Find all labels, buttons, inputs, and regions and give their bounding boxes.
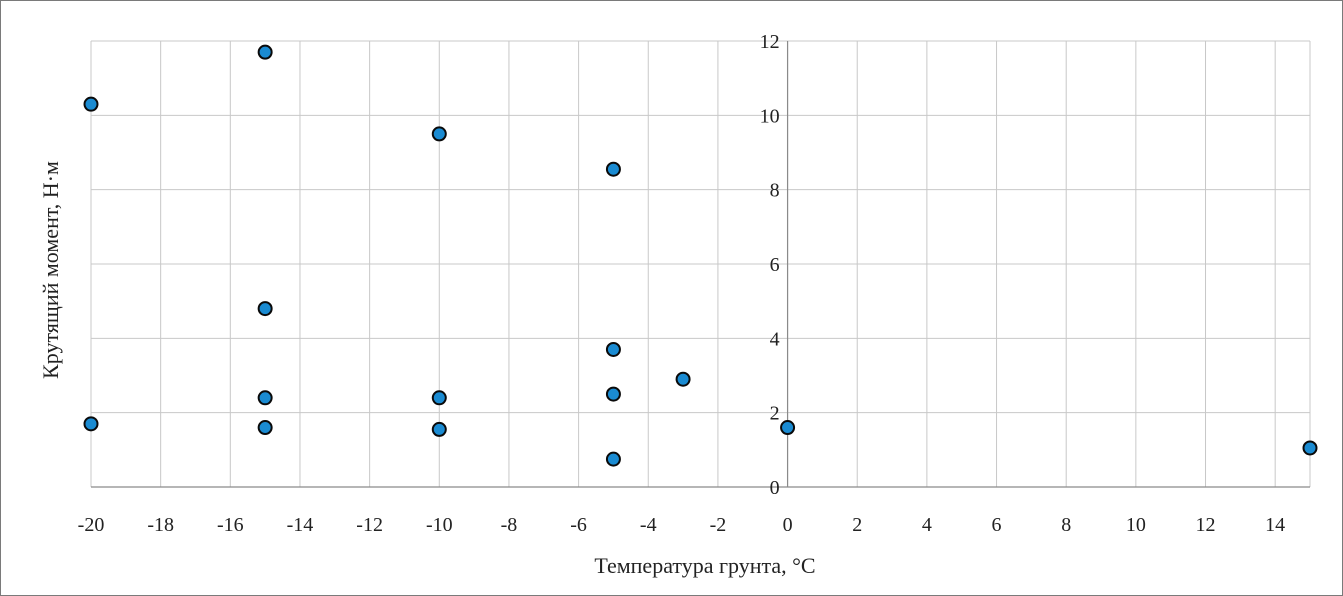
x-tick-label: -4 [640, 514, 657, 536]
x-tick-label: -18 [147, 514, 174, 536]
y-tick-label: 4 [770, 328, 780, 350]
y-tick-label: 6 [770, 254, 780, 276]
x-axis-title: Температура грунта, °C [594, 553, 815, 578]
data-point [257, 301, 273, 317]
data-point [780, 420, 796, 436]
x-tick-label: -14 [287, 514, 314, 536]
axes [91, 41, 1310, 488]
data-point [431, 421, 447, 437]
x-tick-label: 14 [1265, 514, 1285, 536]
data-point [431, 390, 447, 406]
grid-lines [90, 40, 1311, 488]
data-point [431, 126, 447, 142]
x-tick-label: -8 [501, 514, 518, 536]
x-tick-label: -16 [217, 514, 244, 536]
data-point [257, 390, 273, 406]
data-point [675, 371, 691, 387]
x-tick-label: -6 [570, 514, 587, 536]
data-point [605, 161, 621, 177]
x-tick-label: 6 [992, 514, 1002, 536]
y-axis-title: Крутящий момент, Н·м [38, 161, 63, 379]
x-tick-label: 10 [1126, 514, 1146, 536]
x-tick-label: 4 [922, 514, 932, 536]
data-point [605, 451, 621, 467]
x-tick-label: 12 [1196, 514, 1216, 536]
data-point [83, 416, 99, 432]
x-tick-labels: -20 -18 -16 -14 -12 -10 -8 -6 -4 -2 0 2 4 6 8 10 12 14 [78, 514, 1286, 536]
data-point [1302, 440, 1318, 456]
y-tick-labels: 0 2 4 6 8 10 12 [760, 31, 780, 499]
x-tick-label: 8 [1061, 514, 1071, 536]
data-point [605, 386, 621, 402]
x-tick-label: 0 [783, 514, 793, 536]
y-tick-label: 0 [770, 477, 780, 499]
y-tick-label: 10 [760, 105, 780, 127]
x-tick-label: -2 [710, 514, 727, 536]
x-tick-label: -20 [78, 514, 105, 536]
data-point [605, 341, 621, 357]
data-point [83, 96, 99, 112]
x-tick-label: -12 [356, 514, 383, 536]
y-tick-label: 12 [760, 31, 780, 53]
x-tick-label: -10 [426, 514, 453, 536]
y-tick-label: 8 [770, 180, 780, 202]
data-point [257, 44, 273, 60]
y-tick-label: 2 [770, 403, 780, 425]
x-tick-label: 2 [852, 514, 862, 536]
data-point [257, 420, 273, 436]
data-points [83, 44, 1318, 467]
